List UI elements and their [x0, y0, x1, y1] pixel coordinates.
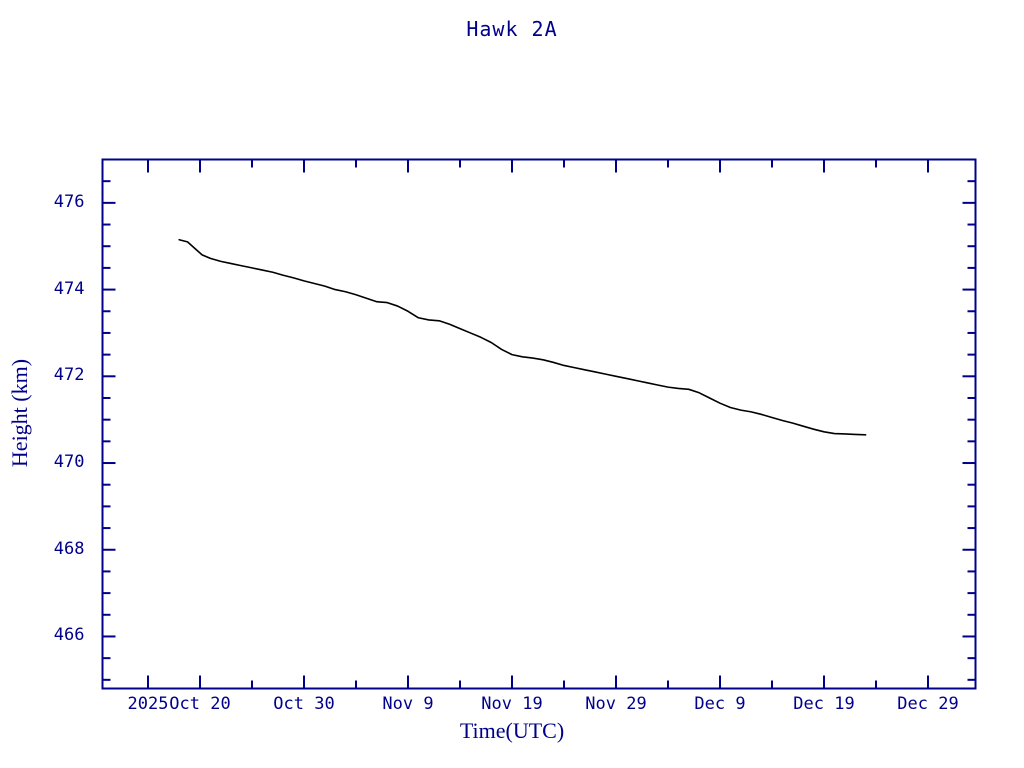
x-tick-label: Nov 29: [585, 693, 647, 714]
y-tick-label: 470: [53, 452, 85, 473]
axes-frame: [101, 158, 977, 690]
y-tick-label: 472: [53, 365, 85, 386]
chart-title: Hawk 2A: [466, 17, 558, 41]
y-axis-ticks: [102, 158, 976, 681]
data-series-line: [178, 238, 867, 436]
x-tick-label: Nov 9: [382, 693, 434, 714]
y-tick-label: 476: [53, 191, 85, 212]
x-tick-label: Oct 30: [273, 693, 335, 714]
x-tick-label: 2025: [127, 693, 169, 714]
y-axis-title: Height (km): [7, 358, 32, 468]
x-axis-title: Time(UTC): [459, 718, 565, 743]
y-tick-label: 468: [53, 538, 85, 559]
y-tick-label: 474: [53, 278, 85, 299]
x-tick-label: Oct 20: [169, 693, 231, 714]
x-tick-label: Dec 19: [793, 693, 855, 714]
x-tick-label: Dec 9: [694, 693, 746, 714]
y-tick-label: 466: [53, 625, 85, 646]
x-axis-ticks: [147, 159, 929, 689]
x-tick-label: Nov 19: [481, 693, 543, 714]
x-tick-label: Dec 29: [897, 693, 959, 714]
